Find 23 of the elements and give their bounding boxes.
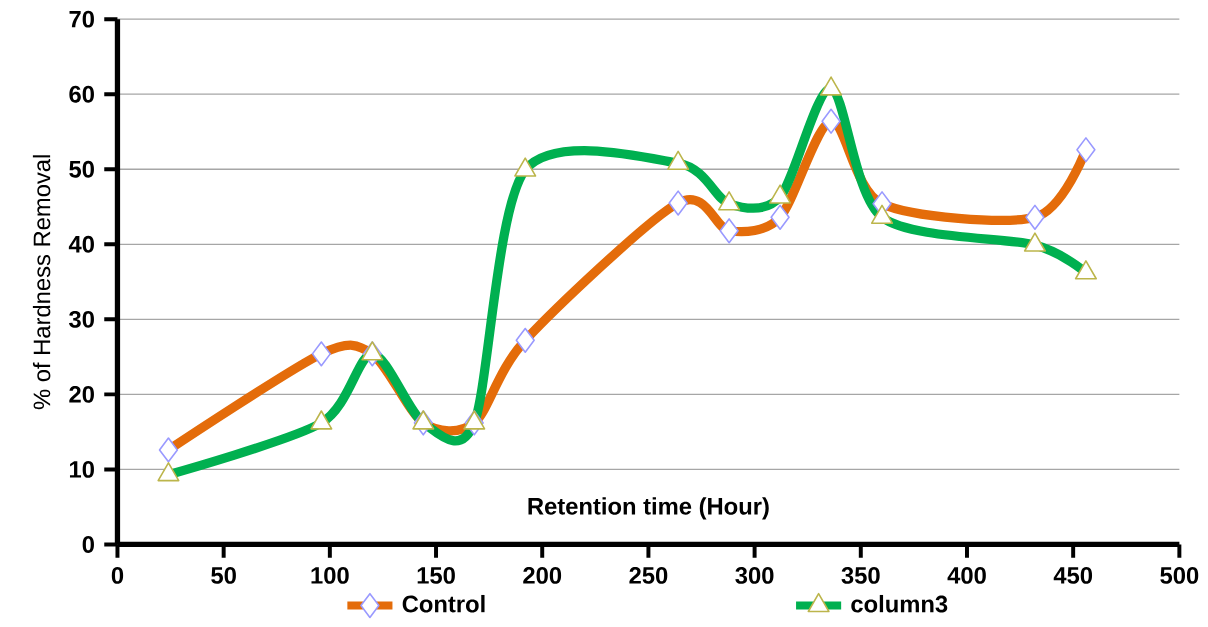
y-tick-label: 50	[69, 160, 94, 178]
x-tick-label: 450	[1053, 567, 1093, 584]
x-tick-label: 200	[523, 567, 562, 584]
y-tick-label: 40	[68, 236, 94, 253]
legend-label: column3	[851, 595, 948, 613]
y-tick-label: 10	[69, 461, 94, 478]
x-tick-label: 100	[311, 567, 349, 584]
x-tick-label: 50	[211, 567, 236, 584]
x-tick-label: 300	[735, 567, 774, 584]
x-tick-label: 350	[841, 567, 880, 584]
x-tick-label: 250	[629, 567, 668, 584]
y-tick-label: 60	[69, 85, 94, 103]
y-tick-label: 20	[69, 386, 94, 403]
x-tick-label: 0	[111, 567, 124, 584]
y-tick-label: 30	[69, 311, 94, 328]
y-tick-label: 70	[69, 10, 94, 28]
x-tick-label: 500	[1160, 567, 1199, 584]
y-axis-title: % of Hardness Removal	[32, 155, 51, 410]
legend-label: Control	[402, 595, 485, 613]
x-tick-label: 150	[417, 567, 455, 584]
y-tick-label: 0	[82, 536, 94, 554]
x-axis-title: Retention time (Hour)	[528, 497, 769, 520]
x-tick-label: 400	[947, 567, 986, 584]
